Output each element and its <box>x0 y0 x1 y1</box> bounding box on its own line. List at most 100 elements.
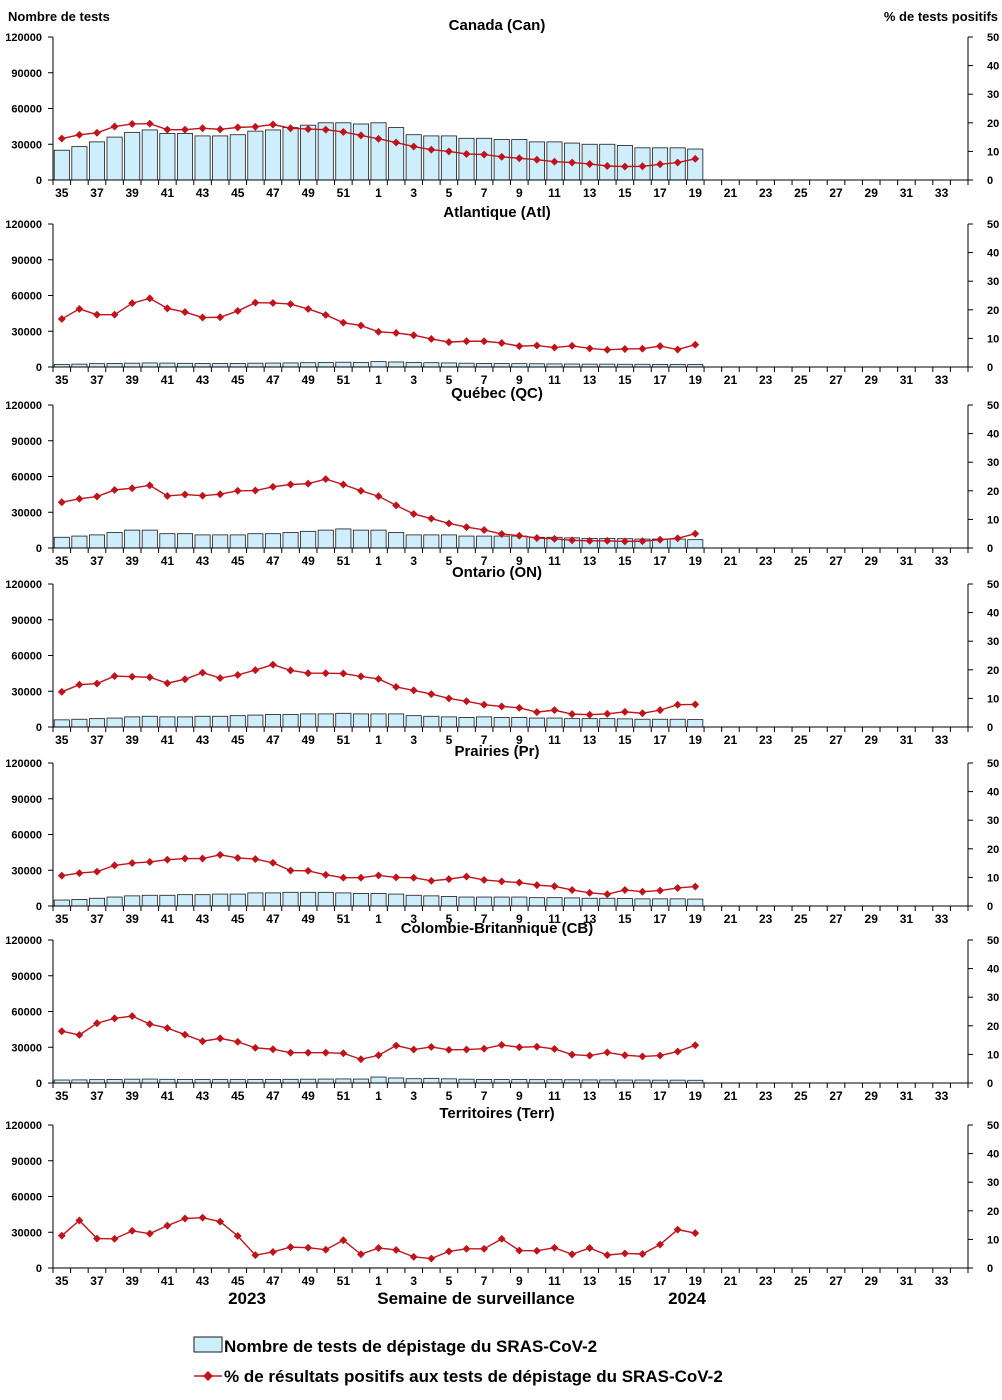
bar <box>213 1080 228 1083</box>
positivity-point <box>515 342 523 350</box>
positivity-point <box>75 1031 83 1039</box>
bar <box>371 893 386 906</box>
bar <box>107 897 122 906</box>
positivity-point <box>93 311 101 319</box>
x-tick-label: 3 <box>410 186 417 200</box>
x-tick-label: 33 <box>935 733 949 747</box>
x-tick-label: 5 <box>446 186 453 200</box>
bar <box>477 1079 492 1083</box>
positivity-point <box>146 294 154 302</box>
positivity-point <box>111 1014 119 1022</box>
x-tick-label: 1 <box>375 554 382 568</box>
bar <box>512 717 527 727</box>
positivity-point <box>621 886 629 894</box>
legend-line-label: % de résultats positifs aux tests de dép… <box>224 1367 723 1386</box>
positivity-point <box>181 308 189 316</box>
bar <box>477 717 492 727</box>
bar <box>406 362 421 367</box>
y-left-tick-label: 60000 <box>11 1007 42 1019</box>
bar <box>512 1080 527 1083</box>
positivity-point <box>128 484 136 492</box>
bar <box>600 898 615 906</box>
y-left-tick-label: 0 <box>36 543 42 555</box>
bar <box>688 540 703 548</box>
bar <box>89 898 104 906</box>
x-tick-label: 43 <box>196 554 210 568</box>
positivity-point <box>551 1244 559 1252</box>
x-tick-label: 37 <box>90 912 104 926</box>
x-tick-label: 51 <box>337 186 351 200</box>
y-right-tick-label: 20 <box>987 305 999 317</box>
bar <box>494 364 509 367</box>
x-tick-label: 39 <box>126 186 140 200</box>
bar <box>142 530 157 548</box>
chart-panel-6: Territoires (Terr)0300006000090000120000… <box>5 1105 999 1288</box>
x-tick-label: 45 <box>231 373 245 387</box>
positivity-point <box>58 135 66 143</box>
positivity-point <box>375 1051 383 1059</box>
positivity-point <box>75 495 83 503</box>
positivity-point <box>128 859 136 867</box>
bar <box>54 720 69 727</box>
x-tick-label: 31 <box>900 373 914 387</box>
positivity-point <box>163 856 171 864</box>
positivity-point <box>551 882 559 890</box>
bar <box>160 1079 175 1083</box>
bar <box>477 897 492 906</box>
x-tick-label: 25 <box>794 1274 808 1288</box>
bar <box>424 136 439 180</box>
positivity-point <box>128 299 136 307</box>
legend-line-marker <box>203 1371 213 1381</box>
x-tick-label: 39 <box>126 373 140 387</box>
chart-panel-4: Prairies (Pr)030000600009000012000001020… <box>5 743 999 926</box>
x-tick-label: 29 <box>865 912 879 926</box>
bar <box>160 363 175 367</box>
y-right-tick-label: 20 <box>987 1206 999 1218</box>
bar <box>107 533 122 548</box>
bar <box>107 363 122 367</box>
bar <box>318 892 333 906</box>
x-tick-label: 21 <box>724 1274 738 1288</box>
x-tick-label: 29 <box>865 554 879 568</box>
positivity-point <box>58 498 66 506</box>
bar <box>389 1078 404 1083</box>
x-tick-label: 15 <box>618 912 632 926</box>
bar <box>142 130 157 180</box>
bar <box>371 123 386 180</box>
y-right-tick-label: 10 <box>987 693 999 705</box>
x-tick-label: 51 <box>337 912 351 926</box>
bar <box>459 536 474 548</box>
positivity-point <box>656 706 664 714</box>
x-tick-label: 21 <box>724 733 738 747</box>
positivity-point <box>269 299 277 307</box>
bar <box>529 718 544 727</box>
positivity-point <box>375 675 383 683</box>
positivity-point <box>621 345 629 353</box>
positivity-point <box>58 688 66 696</box>
y-left-tick-label: 60000 <box>11 291 42 303</box>
bar <box>230 135 245 180</box>
positivity-point <box>463 337 471 345</box>
bar <box>89 535 104 548</box>
positivity-point <box>427 690 435 698</box>
x-tick-label: 27 <box>829 554 843 568</box>
positivity-point <box>128 120 136 128</box>
chart-panel-1: Atlantique (Atl)030000600009000012000001… <box>5 204 999 387</box>
bar <box>177 363 192 367</box>
y-right-tick-label: 10 <box>987 1049 999 1061</box>
y-left-tick-label: 30000 <box>11 1227 42 1239</box>
y-right-tick-label: 0 <box>987 1078 993 1090</box>
x-tick-label: 45 <box>231 1089 245 1103</box>
positivity-point <box>551 344 559 352</box>
bar <box>301 531 316 548</box>
bar <box>459 363 474 367</box>
bar <box>107 718 122 727</box>
bar <box>670 899 685 906</box>
y-left-tick-label: 30000 <box>11 1042 42 1054</box>
positivity-point <box>128 1227 136 1235</box>
positivity-point <box>304 1049 312 1057</box>
x-tick-label: 33 <box>935 373 949 387</box>
x-tick-label: 51 <box>337 733 351 747</box>
bar <box>600 719 615 727</box>
x-tick-label: 37 <box>90 373 104 387</box>
